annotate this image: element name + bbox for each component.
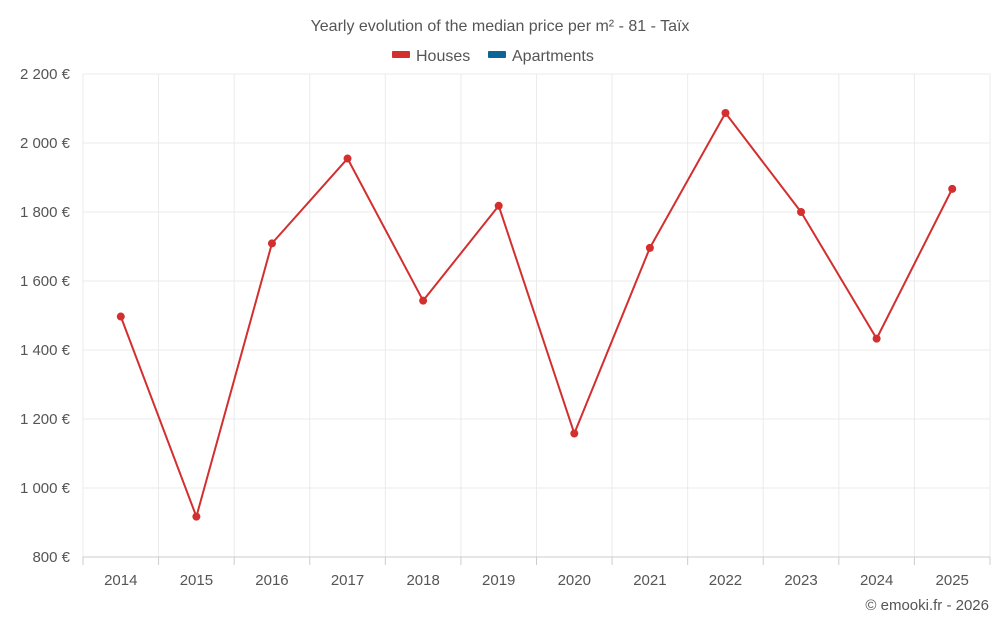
data-point-houses[interactable] [797,208,806,216]
data-point-houses[interactable] [116,312,125,321]
data-point-houses[interactable] [948,184,957,193]
credit-text: © emooki.fr - 2026 [865,597,989,614]
legend-label-houses: Houses [416,48,470,65]
legend-item-apartments[interactable]: Apartments [488,48,594,65]
y-tick-label: 2 000 € [20,135,71,152]
series-line-houses [119,111,954,518]
chart-title: Yearly evolution of the median price per… [311,18,690,35]
x-tick-label: 2022 [709,572,742,589]
x-axis-labels: 2014 2015 2016 2017 2018 2019 2020 2021 2022 2023… [104,572,969,589]
x-tick-label: 2025 [936,572,969,589]
y-tick-label: 1 800 € [20,204,71,221]
y-axis-labels: 800 € 1 000 € 1 200 € 1 400 € 1 600 € 1 800 €… [20,66,71,566]
legend-swatch-houses [392,51,410,58]
data-point-houses[interactable] [419,296,428,305]
data-point-houses[interactable] [721,108,730,117]
legend-swatch-apartments [488,51,506,58]
y-tick-label: 800 € [32,549,70,566]
data-point-houses[interactable] [570,429,579,438]
x-tick-label: 2017 [331,572,364,589]
data-point-houses[interactable] [645,243,654,252]
y-tick-label: 1 200 € [20,411,71,428]
y-tick-label: 1 400 € [20,342,71,359]
legend[interactable]: Houses Apartments [392,48,594,65]
legend-item-houses[interactable]: Houses [392,48,470,65]
x-tick-label: 2024 [860,572,893,589]
x-tick-label: 2021 [633,572,666,589]
x-tick-label: 2018 [406,572,439,589]
x-tick-label: 2019 [482,572,515,589]
data-point-houses[interactable] [267,239,276,248]
data-point-houses[interactable] [343,154,352,163]
data-point-houses[interactable] [494,201,503,210]
series-points-houses [116,108,957,521]
x-axis-ticks [82,557,991,565]
y-tick-label: 2 200 € [20,66,71,83]
x-tick-label: 2023 [784,572,817,589]
x-tick-label: 2015 [180,572,213,589]
data-point-houses[interactable] [872,334,881,343]
x-tick-label: 2016 [255,572,288,589]
data-point-houses[interactable] [192,512,201,521]
x-tick-label: 2014 [104,572,137,589]
x-gridlines [82,74,991,557]
y-tick-label: 1 000 € [20,480,71,497]
legend-label-apartments: Apartments [512,48,594,65]
y-tick-label: 1 600 € [20,273,71,290]
x-tick-label: 2020 [558,572,591,589]
